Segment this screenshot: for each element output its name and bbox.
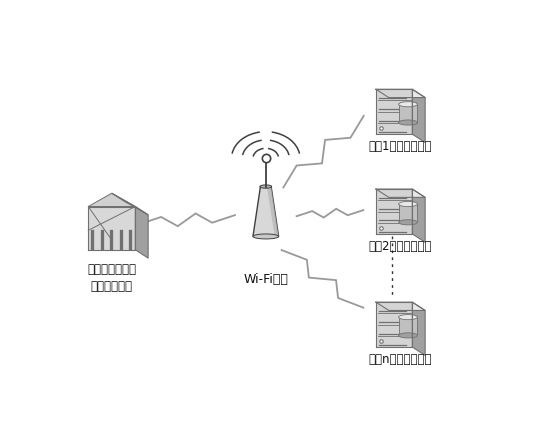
Polygon shape <box>412 302 425 356</box>
Polygon shape <box>101 230 104 250</box>
Polygon shape <box>376 189 412 234</box>
Text: 隙道n数据采集系统: 隙道n数据采集系统 <box>369 353 432 366</box>
Polygon shape <box>110 230 113 250</box>
Polygon shape <box>120 230 123 250</box>
Polygon shape <box>376 302 425 311</box>
Ellipse shape <box>399 201 417 206</box>
Ellipse shape <box>399 220 417 225</box>
Polygon shape <box>399 104 417 123</box>
Polygon shape <box>399 317 417 335</box>
Polygon shape <box>88 193 135 206</box>
Polygon shape <box>376 89 412 134</box>
Ellipse shape <box>260 185 272 188</box>
Polygon shape <box>376 89 425 98</box>
Polygon shape <box>412 89 425 143</box>
Polygon shape <box>412 189 425 242</box>
Text: Wi-Fi网络: Wi-Fi网络 <box>243 273 288 286</box>
Polygon shape <box>267 187 279 236</box>
Ellipse shape <box>399 333 417 338</box>
Text: 隙道2数据采集系统: 隙道2数据采集系统 <box>369 240 432 253</box>
Ellipse shape <box>399 314 417 320</box>
Ellipse shape <box>399 120 417 125</box>
Polygon shape <box>399 204 417 222</box>
Polygon shape <box>112 193 148 215</box>
Polygon shape <box>253 187 279 236</box>
Ellipse shape <box>253 234 279 239</box>
Polygon shape <box>92 230 94 250</box>
Ellipse shape <box>399 102 417 107</box>
Polygon shape <box>376 302 412 347</box>
Text: 集群式隙道安全
实施监控中心: 集群式隙道安全 实施监控中心 <box>87 263 136 293</box>
Text: 隙道1数据采集系统: 隙道1数据采集系统 <box>369 140 432 153</box>
Polygon shape <box>135 206 148 258</box>
Polygon shape <box>129 230 132 250</box>
Polygon shape <box>376 189 425 197</box>
Polygon shape <box>88 206 135 250</box>
